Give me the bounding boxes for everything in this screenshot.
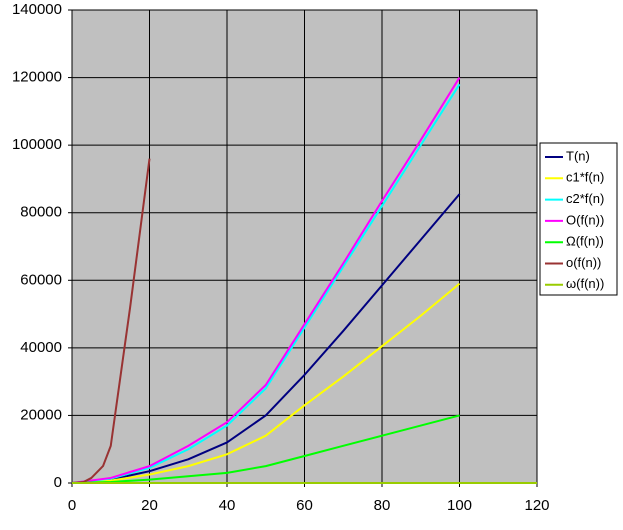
x-tick-label: 60 xyxy=(296,497,313,514)
y-tick-label: 20000 xyxy=(20,406,62,423)
legend-label: o(f(n)) xyxy=(566,255,601,270)
legend-label: O(f(n)) xyxy=(566,212,604,227)
y-tick-label: 140000 xyxy=(12,1,62,18)
x-tick-label: 80 xyxy=(374,497,391,514)
x-tick-label: 40 xyxy=(219,497,236,514)
y-tick-label: 120000 xyxy=(12,69,62,86)
y-tick-label: 100000 xyxy=(12,136,62,153)
legend-label: ω(f(n)) xyxy=(566,276,604,291)
x-tick-label: 120 xyxy=(524,497,549,514)
series-line xyxy=(71,414,460,484)
series-line xyxy=(71,83,461,484)
series-line xyxy=(71,158,151,484)
legend-label: T(n) xyxy=(566,148,590,163)
legend-label: c2*f(n) xyxy=(566,191,604,206)
y-tick-label: 60000 xyxy=(20,271,62,288)
x-tick-label: 0 xyxy=(68,497,76,514)
x-tick-label: 100 xyxy=(447,497,472,514)
series-line xyxy=(71,77,461,484)
series-line xyxy=(71,193,461,484)
legend xyxy=(539,142,618,296)
series-line xyxy=(71,282,461,484)
legend-label: Ω(f(n)) xyxy=(566,234,604,249)
y-tick-label: 0 xyxy=(54,474,62,491)
legend-label: c1*f(n) xyxy=(566,170,604,185)
x-tick-label: 20 xyxy=(141,497,158,514)
y-tick-label: 40000 xyxy=(20,339,62,356)
y-tick-label: 80000 xyxy=(20,204,62,221)
